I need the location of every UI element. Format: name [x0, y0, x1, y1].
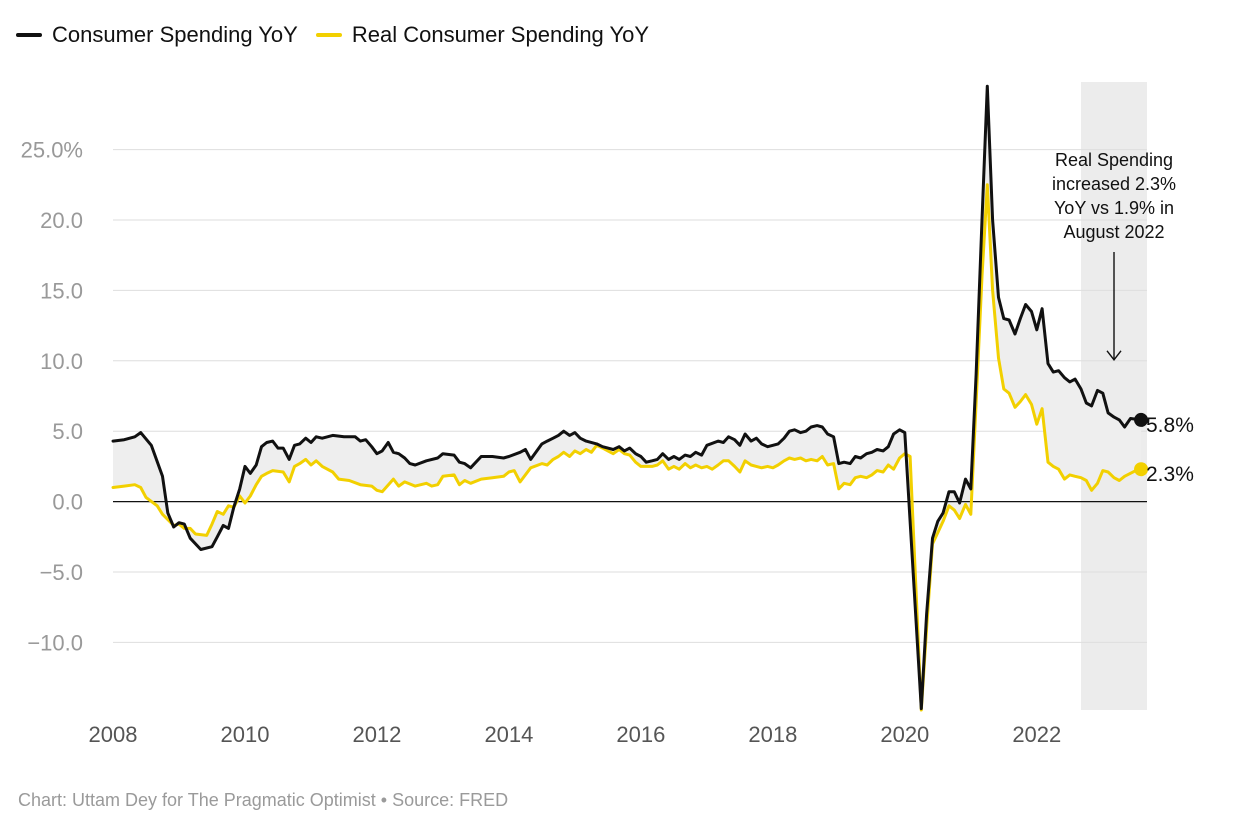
x-tick-label: 2012: [352, 722, 401, 747]
series-gap-fill: [113, 86, 1142, 710]
y-tick-label: 25.0%: [21, 138, 83, 163]
y-tick-label: 10.0: [40, 349, 83, 374]
legend-label-real-consumer-spending: Real Consumer Spending YoY: [351, 22, 650, 47]
chart-legend: Consumer Spending YoY Real Consumer Spen…: [16, 22, 649, 48]
end-marker-consumer-spending: [1134, 412, 1149, 427]
y-tick-label: 15.0: [40, 278, 83, 303]
end-label-real-consumer-spending: 2.3%: [1146, 463, 1194, 486]
legend-item-consumer-spending: Consumer Spending YoY: [16, 22, 298, 48]
series-line-consumer-spending: [111, 84, 1143, 711]
annotation-text-line: increased 2.3%: [1052, 174, 1176, 194]
x-tick-label: 2020: [880, 722, 929, 747]
shaded-region: [1081, 82, 1147, 710]
y-tick-label: 0.0: [52, 490, 83, 515]
legend-swatch-black: [16, 33, 42, 37]
end-label-consumer-spending: 5.8%: [1146, 414, 1194, 437]
x-tick-label: 2008: [89, 722, 138, 747]
annotation-text-line: Real Spending: [1055, 150, 1173, 170]
x-tick-label: 2018: [748, 722, 797, 747]
chart-footer: Chart: Uttam Dey for The Pragmatic Optim…: [18, 790, 509, 810]
y-tick-label: 20.0: [40, 208, 83, 233]
legend-item-real-consumer-spending: Real Consumer Spending YoY: [315, 22, 650, 48]
series-line-real-consumer-spending: [111, 183, 1143, 712]
x-tick-label: 2014: [484, 722, 533, 747]
y-tick-label: 5.0: [52, 419, 83, 444]
legend-swatch-yellow: [315, 33, 342, 37]
annotation-text-line: August 2022: [1063, 222, 1164, 242]
end-marker-real-consumer-spending: [1134, 462, 1149, 477]
legend-label-consumer-spending: Consumer Spending YoY: [52, 22, 298, 47]
x-tick-label: 2022: [1012, 722, 1061, 747]
y-tick-label: −10.0: [27, 630, 83, 655]
line-chart: −10.0 −5.0 0.0 5.0 10.0 15.0 20.0 25.0% 2008 2010…: [21, 82, 1194, 747]
annotation-text-line: YoY vs 1.9% in: [1054, 198, 1174, 218]
annotation-arrow-head: [1106, 350, 1122, 361]
x-tick-label: 2016: [616, 722, 665, 747]
y-tick-label: −5.0: [40, 560, 83, 585]
x-tick-label: 2010: [220, 722, 269, 747]
